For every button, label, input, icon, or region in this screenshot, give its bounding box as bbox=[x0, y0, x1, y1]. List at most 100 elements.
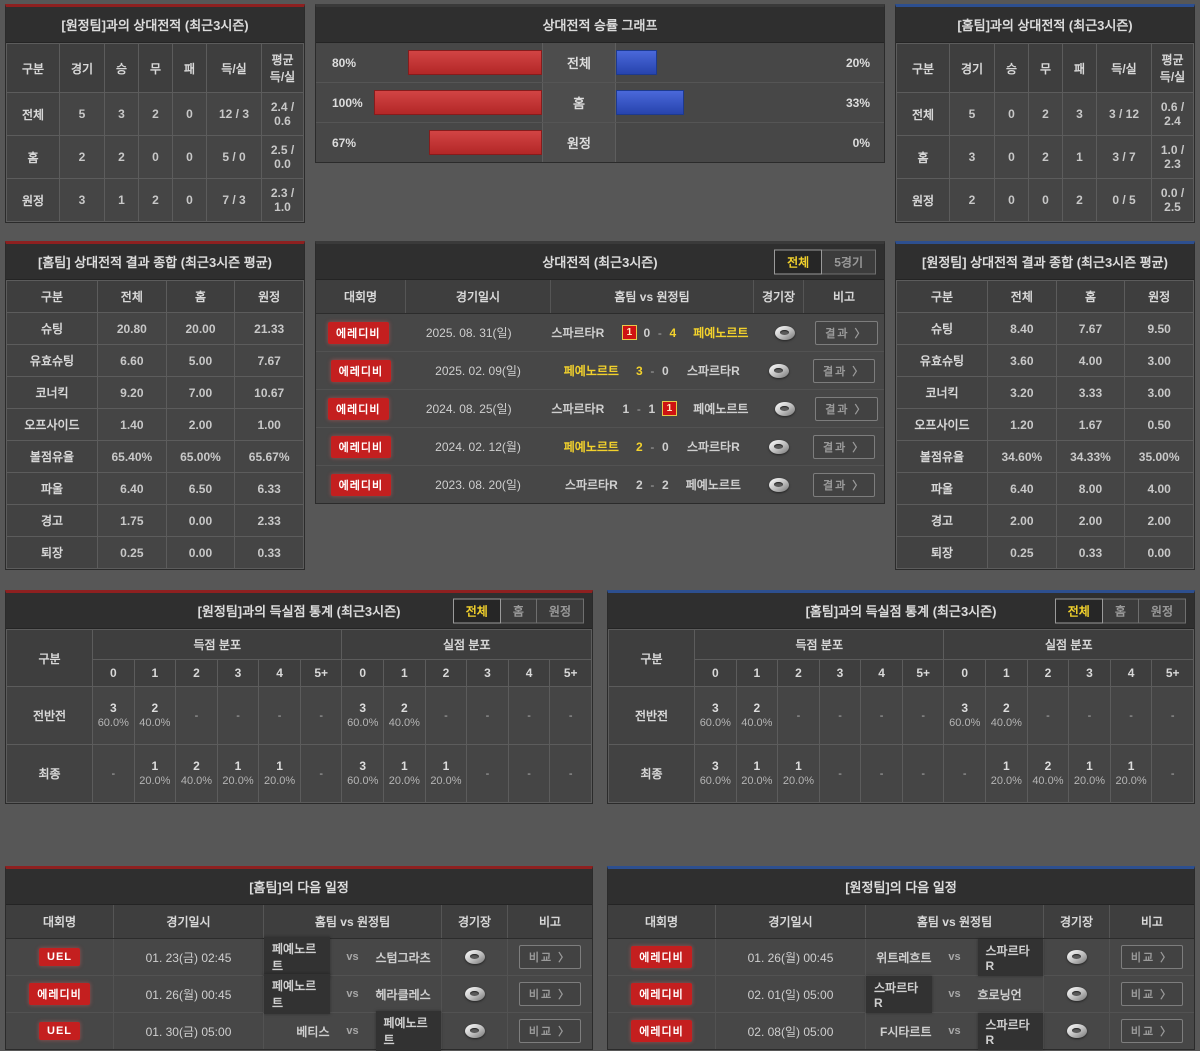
cell-value: 34.33% bbox=[1055, 440, 1126, 473]
cell-value: 1 bbox=[1062, 135, 1097, 179]
cell-value: 2.00 bbox=[165, 408, 236, 441]
dist-cell: - bbox=[1151, 744, 1194, 803]
table-row: 전반전 3 60.0% 2 40.0% - - - -3 60.0% 2 40.0% - - - - bbox=[6, 686, 592, 745]
dist-cell: 1 20.0% bbox=[133, 744, 177, 803]
result-button[interactable]: 결과 〉 bbox=[812, 434, 876, 459]
filter-tab[interactable]: 홈 bbox=[1102, 598, 1139, 623]
match-datetime: 01. 30(금) 05:00 bbox=[114, 1013, 264, 1049]
cell-value: 3.33 bbox=[1055, 376, 1126, 409]
stadium-icon[interactable] bbox=[769, 477, 790, 492]
column-header: 경기장 bbox=[754, 280, 804, 313]
match-score-cell: 스파르타R 2-2 페예노르트 bbox=[550, 466, 754, 503]
cell-value: 0 bbox=[138, 135, 173, 179]
result-button[interactable]: 결과 〉 bbox=[815, 396, 878, 421]
filter-tab[interactable]: 홈 bbox=[500, 598, 537, 623]
cell-value: 0.0 / 2.5 bbox=[1151, 178, 1194, 222]
filter-tab[interactable]: 원정 bbox=[536, 598, 584, 623]
result-button[interactable]: 결과 〉 bbox=[812, 472, 876, 497]
column-header: 홈팀 vs 원정팀 bbox=[551, 280, 754, 313]
compare-button[interactable]: 비교 〉 bbox=[1120, 1019, 1184, 1043]
result-button[interactable]: 결과 〉 bbox=[815, 320, 878, 345]
away-team-name: 스파르타R bbox=[977, 938, 1043, 976]
home-team-name: 위트레흐트 bbox=[876, 950, 932, 965]
bin-header: 3 bbox=[216, 659, 260, 687]
cell-value: 2.33 bbox=[234, 504, 304, 537]
middle-row: [홈팀] 상대전적 결과 종합 (최근3시즌 평균) 구분 전체 홈 원정 슈팅 20.… bbox=[0, 241, 1200, 570]
cell-value: 2.5 / 0.0 bbox=[261, 135, 304, 179]
filter-tab[interactable]: 5경기 bbox=[822, 249, 876, 274]
stadium-icon[interactable] bbox=[769, 363, 790, 378]
stadium-icon[interactable] bbox=[775, 401, 796, 416]
cell-value: 9.50 bbox=[1124, 312, 1194, 345]
filter-tab[interactable]: 전체 bbox=[1054, 598, 1103, 623]
away-score: 0 bbox=[662, 363, 669, 378]
filter-tab[interactable]: 원정 bbox=[1138, 598, 1186, 623]
stadium-icon[interactable] bbox=[769, 439, 790, 454]
result-button[interactable]: 결과 〉 bbox=[812, 358, 876, 383]
group-header: 실점 분포 bbox=[943, 629, 1194, 660]
cell-value: 12 / 3 bbox=[206, 92, 262, 136]
column-header: 평균 득/실 bbox=[261, 43, 304, 93]
column-header: 홈 bbox=[165, 280, 236, 313]
dist-cell: 1 20.0% bbox=[985, 744, 1028, 803]
cell-value: 4.00 bbox=[1055, 344, 1126, 377]
cell-value: 1.75 bbox=[97, 504, 167, 537]
row-label: 경고 bbox=[6, 504, 98, 537]
home-winrate-bar bbox=[374, 90, 542, 115]
dist-cell: 2 40.0% bbox=[175, 744, 218, 803]
goal-stats-left-panel: [원정팀]과의 득실점 통계 (최근3시즌) 전체 홈 원정 구분 득점 분포 실점 분… bbox=[5, 590, 593, 804]
cell-value: 10.67 bbox=[234, 376, 304, 409]
home-team-name: 스파르타R bbox=[866, 975, 932, 1013]
away-team-name: 페예노르트 bbox=[685, 478, 741, 492]
stadium-icon[interactable] bbox=[464, 1024, 485, 1038]
home-team-name: 스파르타R bbox=[551, 326, 605, 340]
bin-header: 1 bbox=[383, 659, 426, 687]
cell-value: 0.6 / 2.4 bbox=[1151, 92, 1194, 136]
dist-cell: 2 40.0% bbox=[985, 686, 1028, 745]
home-team-name: 페예노르트 bbox=[563, 364, 619, 378]
stadium-icon[interactable] bbox=[464, 950, 485, 964]
dist-cell: 3 60.0% bbox=[943, 686, 987, 745]
league-badge: 에레디비 bbox=[330, 435, 392, 458]
away-score: 1 bbox=[648, 401, 656, 416]
row-label: 전체 bbox=[6, 92, 60, 136]
away-summary-table: 구분 전체 홈 원정 슈팅 8.40 7.67 9.50 유효슈팅 3.60 4.00 3.00 코너… bbox=[896, 280, 1194, 569]
away-bar-track bbox=[616, 90, 822, 115]
league-badge: 에레디비 bbox=[330, 359, 392, 382]
compare-button[interactable]: 비교 〉 bbox=[1120, 982, 1184, 1006]
winrate-row: 67% 원정 0% bbox=[316, 123, 884, 162]
stadium-icon[interactable] bbox=[1066, 1024, 1087, 1038]
bin-header: 5+ bbox=[901, 659, 945, 687]
filter-tab[interactable]: 전체 bbox=[452, 598, 501, 623]
panel-title: [홈팀]의 다음 일정 bbox=[6, 869, 592, 905]
home-score: 0 bbox=[643, 325, 651, 340]
compare-button[interactable]: 비교 〉 bbox=[518, 982, 582, 1006]
row-label: 원정 bbox=[6, 178, 60, 222]
compare-button[interactable]: 비교 〉 bbox=[518, 945, 582, 969]
h2h-tabs: 전체 5경기 bbox=[774, 249, 876, 274]
column-header: 패 bbox=[172, 43, 207, 93]
home-score: 2 bbox=[636, 439, 643, 454]
home-winrate-bar bbox=[407, 50, 542, 75]
cell-value: 0.50 bbox=[1124, 408, 1194, 441]
filter-tab[interactable]: 전체 bbox=[774, 249, 823, 274]
dist-cell: - bbox=[1151, 686, 1194, 745]
stadium-icon[interactable] bbox=[464, 987, 485, 1001]
compare-button[interactable]: 비교 〉 bbox=[1120, 945, 1184, 969]
red-card-badge: 1 bbox=[661, 401, 677, 416]
stadium-icon[interactable] bbox=[1066, 987, 1087, 1001]
top-left-record-table: 구분 경기 승 무 패 득/실 평균 득/실 전체 5 3 2 0 12 / 3 2.4 / 0.6 홈 2… bbox=[6, 43, 304, 222]
dist-cell: - bbox=[901, 686, 945, 745]
cell-value: 2.00 bbox=[987, 504, 1057, 537]
dist-cell: - bbox=[466, 744, 509, 803]
panel-title: 상대전적 (최근3시즌) 전체 5경기 bbox=[316, 244, 884, 280]
compare-button[interactable]: 비교 〉 bbox=[518, 1019, 582, 1043]
cell-value: 2.3 / 1.0 bbox=[261, 178, 304, 222]
away-winrate-label: 33% bbox=[845, 95, 870, 110]
stadium-icon[interactable] bbox=[1066, 950, 1087, 964]
stadium-icon[interactable] bbox=[775, 325, 796, 340]
column-header: 무 bbox=[1028, 43, 1063, 93]
row-label: 슈팅 bbox=[6, 312, 98, 345]
column-header: 득/실 bbox=[1096, 43, 1152, 93]
cell-value: 34.60% bbox=[987, 440, 1057, 473]
